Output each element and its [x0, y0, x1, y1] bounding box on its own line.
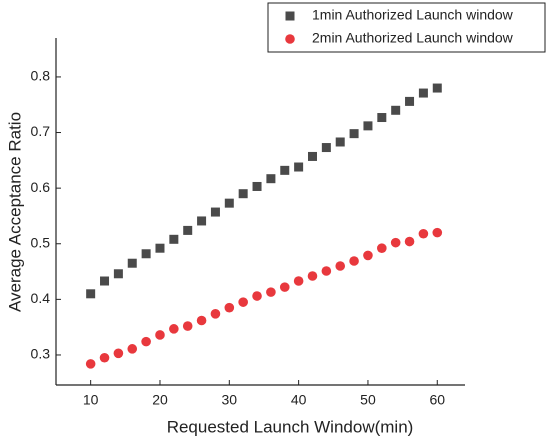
- point: [307, 271, 318, 281]
- point: [294, 162, 304, 172]
- point: [252, 181, 262, 191]
- point: [279, 282, 290, 292]
- y-tick-label: 0.8: [31, 68, 51, 84]
- x-tick-label: 50: [360, 392, 376, 408]
- point: [127, 344, 138, 354]
- point: [321, 143, 331, 153]
- y-tick-label: 0.5: [31, 234, 51, 250]
- point: [155, 243, 165, 253]
- point: [390, 237, 401, 248]
- point: [224, 198, 234, 208]
- point: [224, 302, 235, 313]
- point: [335, 137, 345, 147]
- point: [405, 96, 415, 106]
- point: [155, 330, 165, 340]
- point: [266, 174, 276, 184]
- point: [169, 324, 179, 334]
- point: [238, 297, 248, 307]
- x-axis-title: Requested Launch Window(min): [167, 417, 414, 436]
- point: [100, 276, 110, 286]
- point: [210, 207, 220, 217]
- point: [141, 249, 151, 259]
- x-tick-label: 10: [83, 392, 99, 408]
- point: [349, 129, 359, 139]
- point: [335, 261, 346, 271]
- point: [432, 83, 442, 93]
- point: [252, 291, 262, 301]
- point: [363, 121, 373, 131]
- point: [238, 189, 248, 199]
- point: [196, 315, 207, 326]
- y-axis-title: Average Acceptance Ratio: [5, 112, 24, 312]
- point: [377, 243, 387, 254]
- point: [321, 266, 332, 276]
- legend-marker: [285, 34, 295, 44]
- point: [85, 359, 96, 369]
- point: [391, 105, 401, 115]
- point: [113, 269, 123, 279]
- point: [113, 348, 124, 359]
- point: [432, 227, 443, 238]
- point: [266, 287, 276, 297]
- point: [183, 225, 193, 235]
- x-tick-label: 40: [291, 392, 307, 408]
- point: [141, 336, 151, 347]
- point: [127, 258, 137, 268]
- point: [169, 234, 179, 244]
- x-tick-label: 20: [152, 392, 168, 408]
- point: [349, 256, 359, 266]
- legend-text: 1min Authorized Launch window: [312, 7, 514, 23]
- y-tick-label: 0.6: [31, 179, 51, 195]
- point: [99, 352, 110, 363]
- point: [307, 151, 317, 161]
- point: [86, 289, 96, 299]
- point: [418, 228, 429, 239]
- point: [377, 113, 387, 123]
- y-tick-label: 0.7: [31, 123, 51, 139]
- x-tick-label: 60: [429, 392, 445, 408]
- y-tick-label: 0.3: [31, 346, 51, 362]
- point: [293, 276, 304, 286]
- point: [418, 88, 428, 98]
- point: [280, 165, 290, 175]
- legend-marker: [285, 11, 295, 21]
- point: [197, 216, 207, 226]
- point: [363, 250, 373, 261]
- legend-box: [267, 2, 546, 53]
- x-tick-label: 30: [222, 392, 238, 408]
- point: [210, 309, 221, 319]
- point: [182, 321, 193, 331]
- y-tick-label: 0.4: [31, 290, 51, 306]
- legend-text: 2min Authorized Launch window: [312, 30, 514, 46]
- point: [404, 236, 415, 247]
